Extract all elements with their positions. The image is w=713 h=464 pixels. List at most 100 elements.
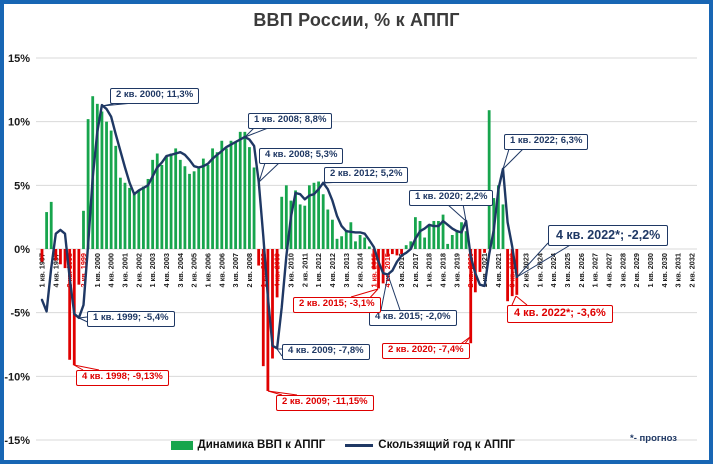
bar	[414, 217, 417, 249]
bar	[201, 158, 205, 249]
forecast-footnote: *- прогноз	[630, 433, 677, 444]
bar	[40, 249, 44, 262]
x-tick-label: 3 кв. 2007	[231, 253, 240, 288]
x-tick-label: 4 кв. 2030	[660, 253, 669, 288]
x-tick-label: 1 кв. 2000	[93, 253, 102, 288]
bar	[266, 249, 270, 391]
bar	[404, 245, 408, 249]
x-tick-label: 4 кв. 2027	[605, 253, 614, 288]
x-tick-label: 3 кв. 2004	[176, 252, 185, 287]
bar	[437, 220, 440, 249]
y-axis-labels: 15% 10% 5% 0% -5% -10% -15%	[4, 53, 30, 447]
bar	[280, 196, 284, 249]
y-tick-label: 10%	[8, 117, 30, 129]
x-tick-label: 1 кв. 2021	[480, 253, 489, 288]
x-tick-label: 3 кв. 2019	[452, 253, 461, 288]
bar	[464, 231, 468, 249]
x-tick-label: 2 кв. 2029	[632, 253, 641, 288]
bar	[123, 182, 127, 249]
bar	[344, 229, 348, 249]
bar	[215, 152, 219, 249]
bar	[100, 111, 104, 249]
bar	[128, 187, 131, 249]
bar-series-swatch	[170, 440, 193, 450]
y-tick-label: 15%	[8, 53, 30, 65]
leader-line	[267, 390, 298, 396]
leader-line	[78, 316, 88, 319]
y-tick-label: -10%	[4, 371, 30, 383]
bar	[349, 222, 353, 249]
bar	[418, 220, 422, 249]
bar	[174, 148, 178, 249]
bar	[243, 131, 247, 249]
leader-line	[73, 364, 100, 371]
leader-line	[511, 295, 517, 306]
bar	[303, 205, 307, 249]
bar	[427, 224, 431, 249]
bar	[469, 249, 473, 344]
bar	[45, 212, 49, 249]
leader-line	[515, 295, 528, 306]
bar	[146, 178, 150, 249]
x-tick-label: 4 кв. 2021	[494, 253, 503, 288]
x-tick-label: 4 кв. 2018	[439, 253, 448, 288]
legend-item-bars: Динамика ВВП к АППГ	[170, 439, 325, 451]
bar	[367, 246, 371, 249]
leader-line	[276, 348, 283, 357]
bar	[284, 185, 288, 249]
leader-line	[258, 162, 266, 183]
bar	[317, 181, 320, 249]
x-tick-label: 2 кв. 2026	[577, 253, 586, 288]
x-tick-label: 3 кв. 2016	[397, 253, 406, 288]
bar	[455, 229, 459, 249]
legend: Динамика ВВП к АППГ Скользящий год к АПП…	[170, 439, 515, 451]
x-tick-label: 2 кв. 1999	[79, 253, 88, 288]
bar	[271, 249, 274, 359]
bar	[137, 190, 141, 249]
x-tick-label: 4 кв. 2015	[383, 253, 392, 288]
bar	[197, 167, 201, 249]
x-tick-label: 1 кв. 2018	[425, 253, 434, 288]
bar	[446, 243, 450, 249]
bar	[400, 249, 403, 255]
bar	[275, 249, 279, 298]
bar	[160, 164, 164, 249]
bar	[234, 142, 238, 249]
line-series	[40, 103, 518, 350]
leader-line	[380, 274, 389, 311]
bar	[86, 119, 90, 250]
x-tick-label: 2 кв. 2023	[522, 253, 531, 288]
bar	[49, 201, 53, 249]
bar	[372, 249, 376, 270]
bar	[358, 234, 362, 249]
bar	[496, 185, 500, 249]
x-tick-label: 1 кв. 2027	[591, 253, 600, 288]
bar	[363, 237, 367, 249]
bar	[460, 222, 463, 249]
bar	[390, 249, 394, 255]
x-tick-label: 2 кв. 2011	[300, 253, 309, 287]
bar	[294, 190, 297, 249]
bar	[169, 153, 173, 249]
x-tick-label: 4 кв. 2006	[217, 253, 226, 288]
bar	[82, 210, 85, 249]
bar	[192, 171, 196, 249]
legend-item-line: Скользящий год к АППГ	[345, 439, 515, 451]
bar	[312, 182, 316, 249]
bar	[68, 249, 72, 360]
bar	[377, 249, 380, 289]
bars-group	[40, 96, 519, 391]
x-tick-label: 2 кв. 2014	[356, 252, 365, 287]
bar	[395, 249, 399, 256]
bar	[331, 219, 334, 249]
bar	[483, 249, 486, 253]
bar	[77, 249, 81, 285]
bar	[109, 130, 113, 249]
bar	[63, 249, 67, 269]
bar	[478, 249, 482, 272]
x-tick-label: 4 кв. 2024	[549, 252, 558, 287]
leader-line	[258, 162, 280, 183]
leader-line	[350, 288, 379, 298]
